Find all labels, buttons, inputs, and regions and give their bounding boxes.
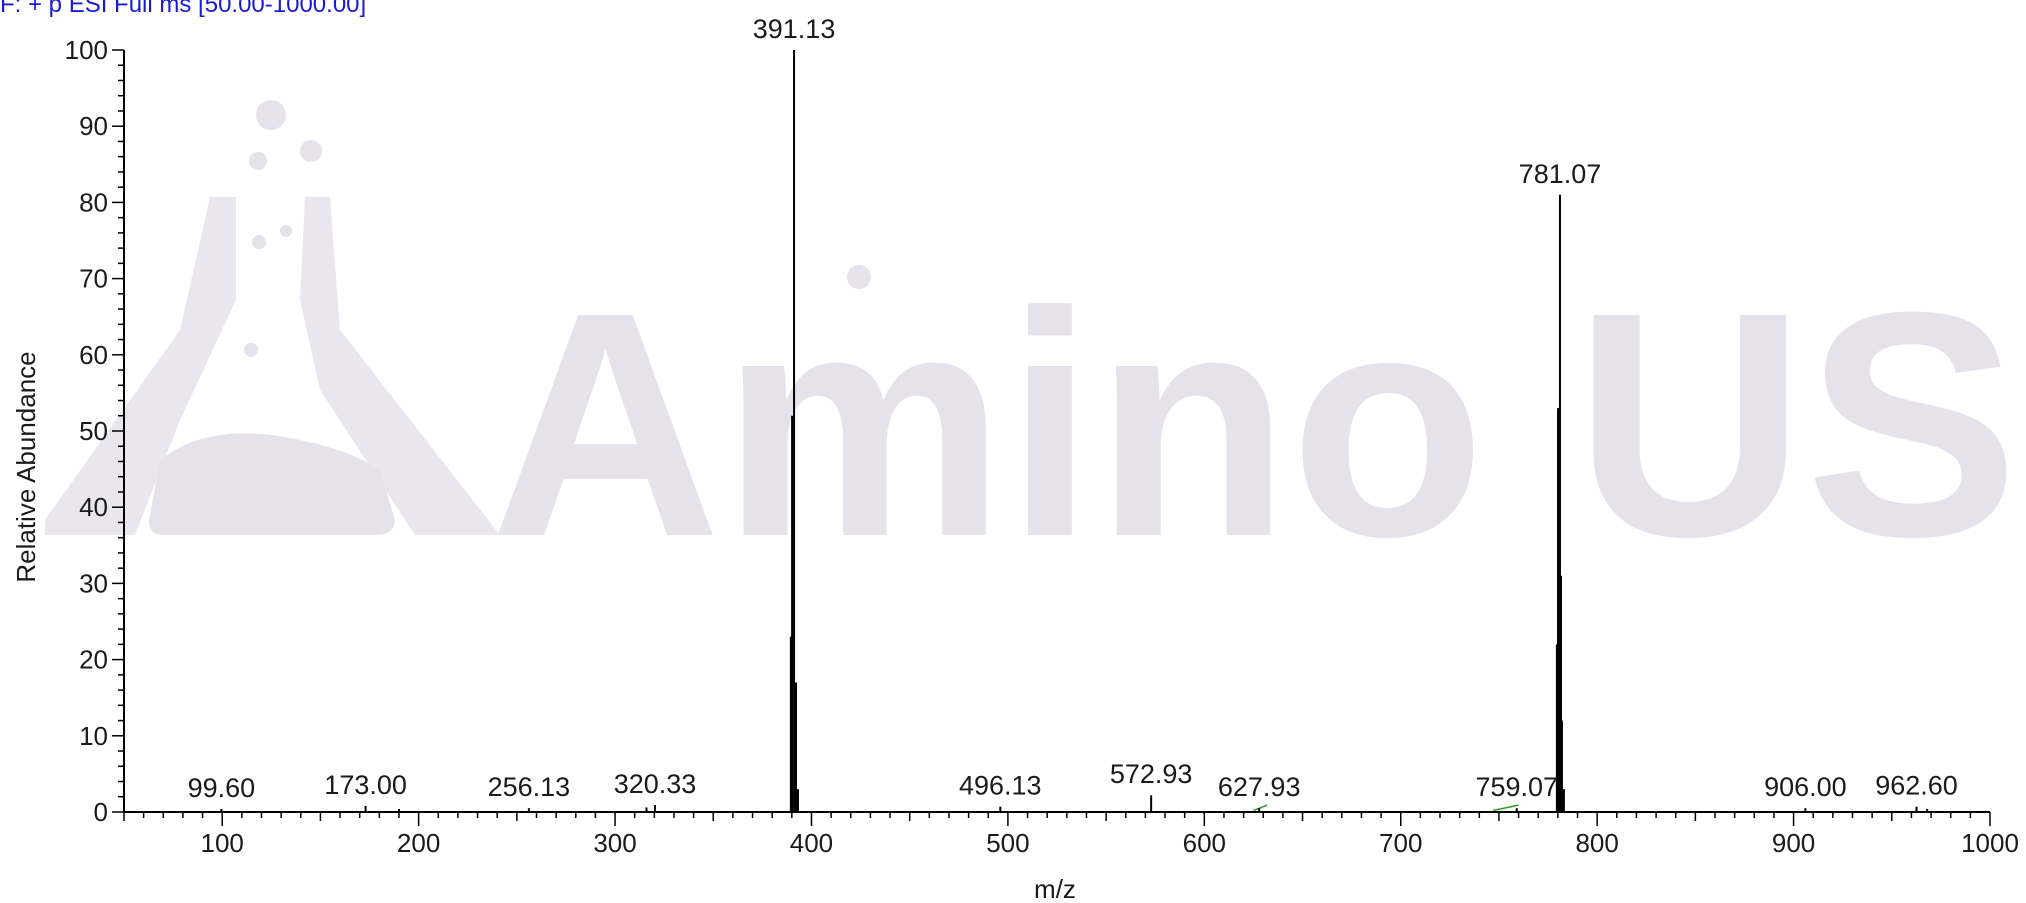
peak-label: 962.60 xyxy=(1875,771,1958,801)
watermark-text: Amino USA xyxy=(490,245,2026,603)
x-tick-label: 200 xyxy=(397,828,440,858)
y-tick-label: 0 xyxy=(94,797,108,827)
y-tick-label: 20 xyxy=(79,645,108,675)
x-tick-label: 600 xyxy=(1183,828,1226,858)
x-tick-label: 900 xyxy=(1772,828,1815,858)
x-tick-label: 400 xyxy=(790,828,833,858)
y-tick-label: 70 xyxy=(79,264,108,294)
y-tick-label: 30 xyxy=(79,568,108,598)
peak-sticks xyxy=(220,50,1929,812)
peak-label: 173.00 xyxy=(324,770,407,800)
peak-label: 627.93 xyxy=(1218,772,1301,802)
x-tick-label: 700 xyxy=(1379,828,1422,858)
axes: 0 10 20 30 40 50 60 70 80 90 100 100 200 300 400 500 600… xyxy=(65,35,2019,858)
x-tick-label: 300 xyxy=(593,828,636,858)
peak-label: 759.07 xyxy=(1475,772,1558,802)
noise-segment xyxy=(1253,804,1268,812)
peak-label: 572.93 xyxy=(1110,759,1193,789)
x-tick-label: 100 xyxy=(201,828,244,858)
x-axis-label: m/z xyxy=(1034,874,1076,903)
y-tick-label: 60 xyxy=(79,340,108,370)
y-tick-label: 90 xyxy=(79,111,108,141)
peak-label: 99.60 xyxy=(188,773,256,803)
noise-trace xyxy=(1253,804,1519,812)
y-tick-label: 40 xyxy=(79,492,108,522)
x-tick-label: 1000 xyxy=(1961,828,2019,858)
y-tick-label: 100 xyxy=(65,35,108,65)
scan-filter-header: F: + p ESI Full ms [50.00-1000.00] xyxy=(0,0,367,18)
peak-label: 391.13 xyxy=(753,14,836,44)
peak-label: 906.00 xyxy=(1764,772,1847,802)
peak-label: 320.33 xyxy=(614,769,697,799)
peak-labels: 99.60 173.00 256.13 320.33 391.13 496.13 572.9… xyxy=(188,14,1958,803)
x-tick-label: 500 xyxy=(986,828,1029,858)
peak-label: 496.13 xyxy=(959,771,1042,801)
peak-label: 256.13 xyxy=(488,772,571,802)
y-tick-label: 50 xyxy=(79,416,108,446)
y-tick-label: 10 xyxy=(79,721,108,751)
y-tick-label: 80 xyxy=(79,187,108,217)
flask-logo xyxy=(45,100,871,535)
x-tick-label: 800 xyxy=(1575,828,1618,858)
amino-usa-watermark: Amino USA xyxy=(45,100,2026,603)
peak-label: 781.07 xyxy=(1519,159,1602,189)
noise-segment xyxy=(1492,804,1519,812)
y-axis-label: Relative Abundance xyxy=(11,351,41,582)
